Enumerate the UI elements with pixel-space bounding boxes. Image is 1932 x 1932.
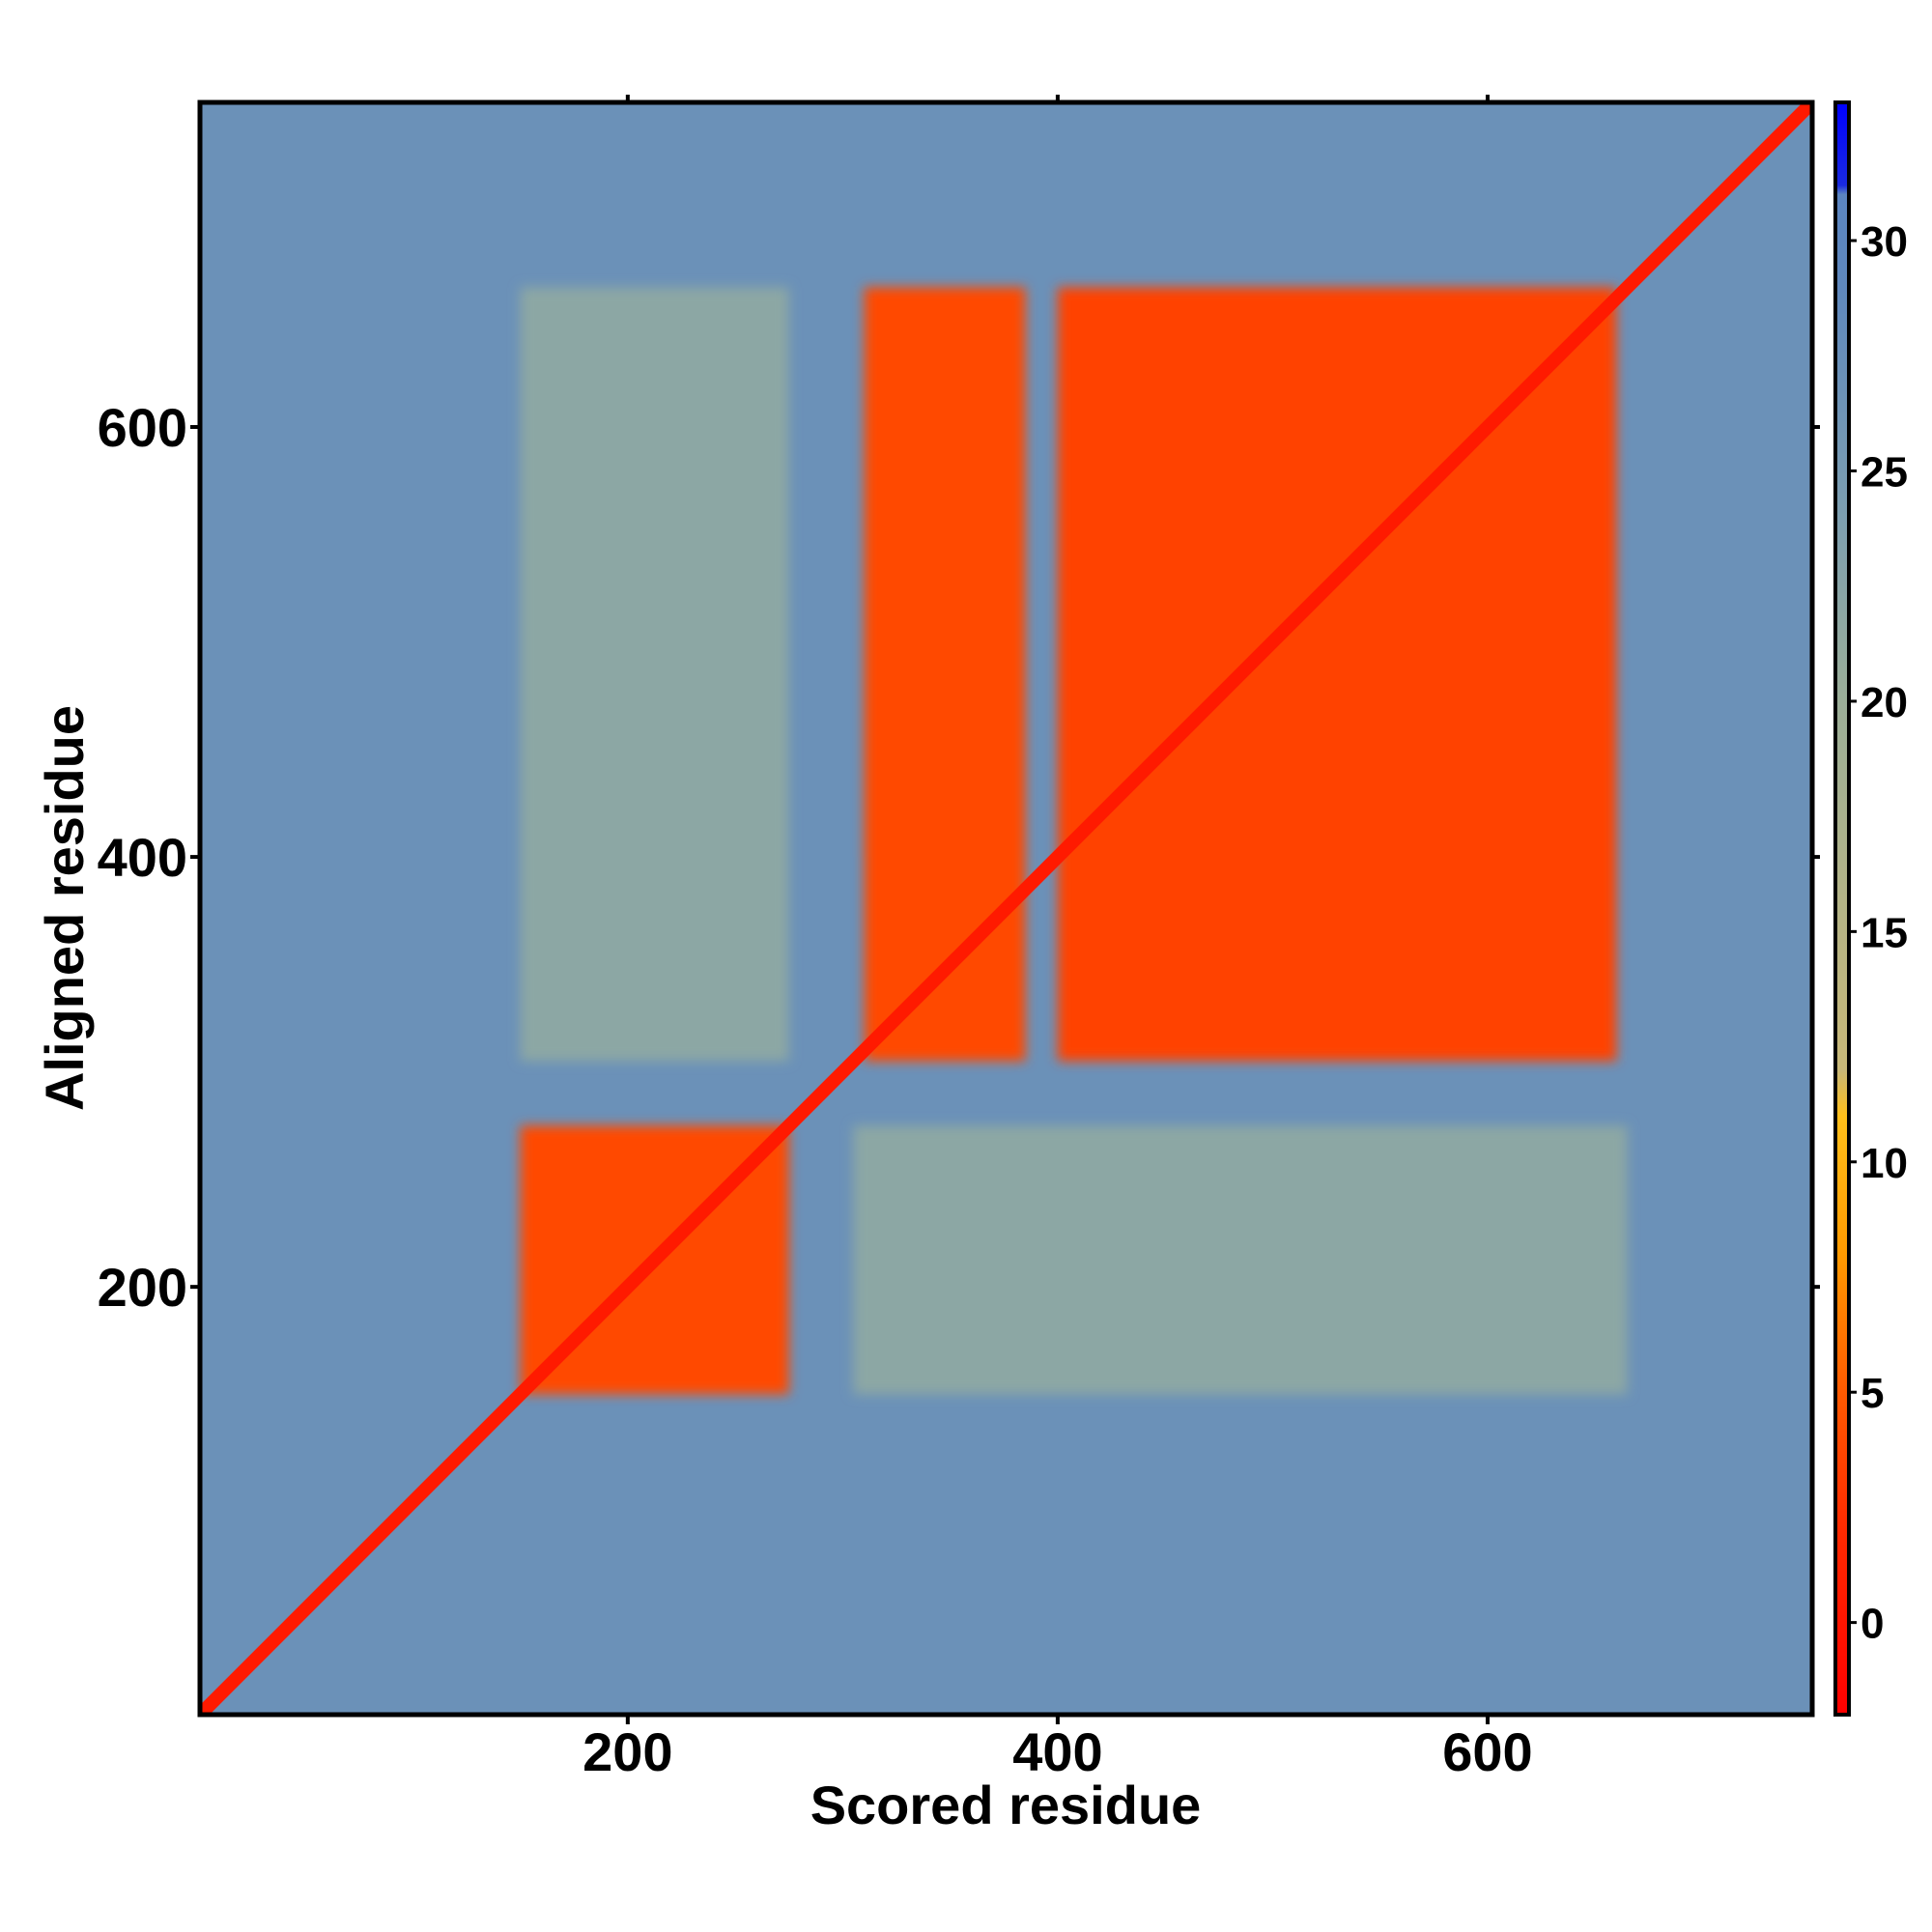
x-tick-label-400: 400	[1012, 1721, 1102, 1782]
colorbar-frame	[1833, 100, 1851, 1717]
colorbar-tick-label-30: 30	[1861, 218, 1908, 266]
colorbar-tick-label-15: 15	[1861, 909, 1908, 956]
colorbar-tick-label-25: 25	[1861, 448, 1908, 496]
colorbar-tick-label-0: 0	[1861, 1601, 1884, 1648]
y-tick-label-400: 400	[98, 827, 187, 888]
plot-frame	[197, 99, 1815, 1718]
colorbar-tick-label-5: 5	[1861, 1370, 1884, 1417]
heatmap-block-3	[1057, 287, 1617, 1062]
heatmap-diagonal-band	[200, 102, 1812, 1715]
heatmap-block-5	[520, 287, 789, 1062]
y-tick-label-600: 600	[98, 397, 187, 458]
heatmap-block-6	[853, 1125, 1628, 1395]
x-axis-title: Scored residue	[810, 1775, 1202, 1835]
x-tick-label-600: 600	[1442, 1721, 1532, 1782]
colorbar-ticks: 0 5 10 15 20 25 30	[1849, 218, 1908, 1648]
y-tick-label-200: 200	[98, 1257, 187, 1318]
y-axis-title: Aligned residue	[34, 705, 95, 1111]
x-tick-label-200: 200	[582, 1721, 672, 1782]
y-axis-ticks: 200 400 600	[98, 397, 1820, 1318]
colorbar	[1835, 102, 1849, 1715]
x-axis-ticks: 200 400 600	[582, 95, 1533, 1782]
heatmap-cells	[200, 102, 1812, 1715]
heatmap-block-4	[864, 287, 1026, 858]
colorbar-tick-label-10: 10	[1861, 1140, 1908, 1187]
colorbar-tick-label-20: 20	[1861, 679, 1908, 726]
